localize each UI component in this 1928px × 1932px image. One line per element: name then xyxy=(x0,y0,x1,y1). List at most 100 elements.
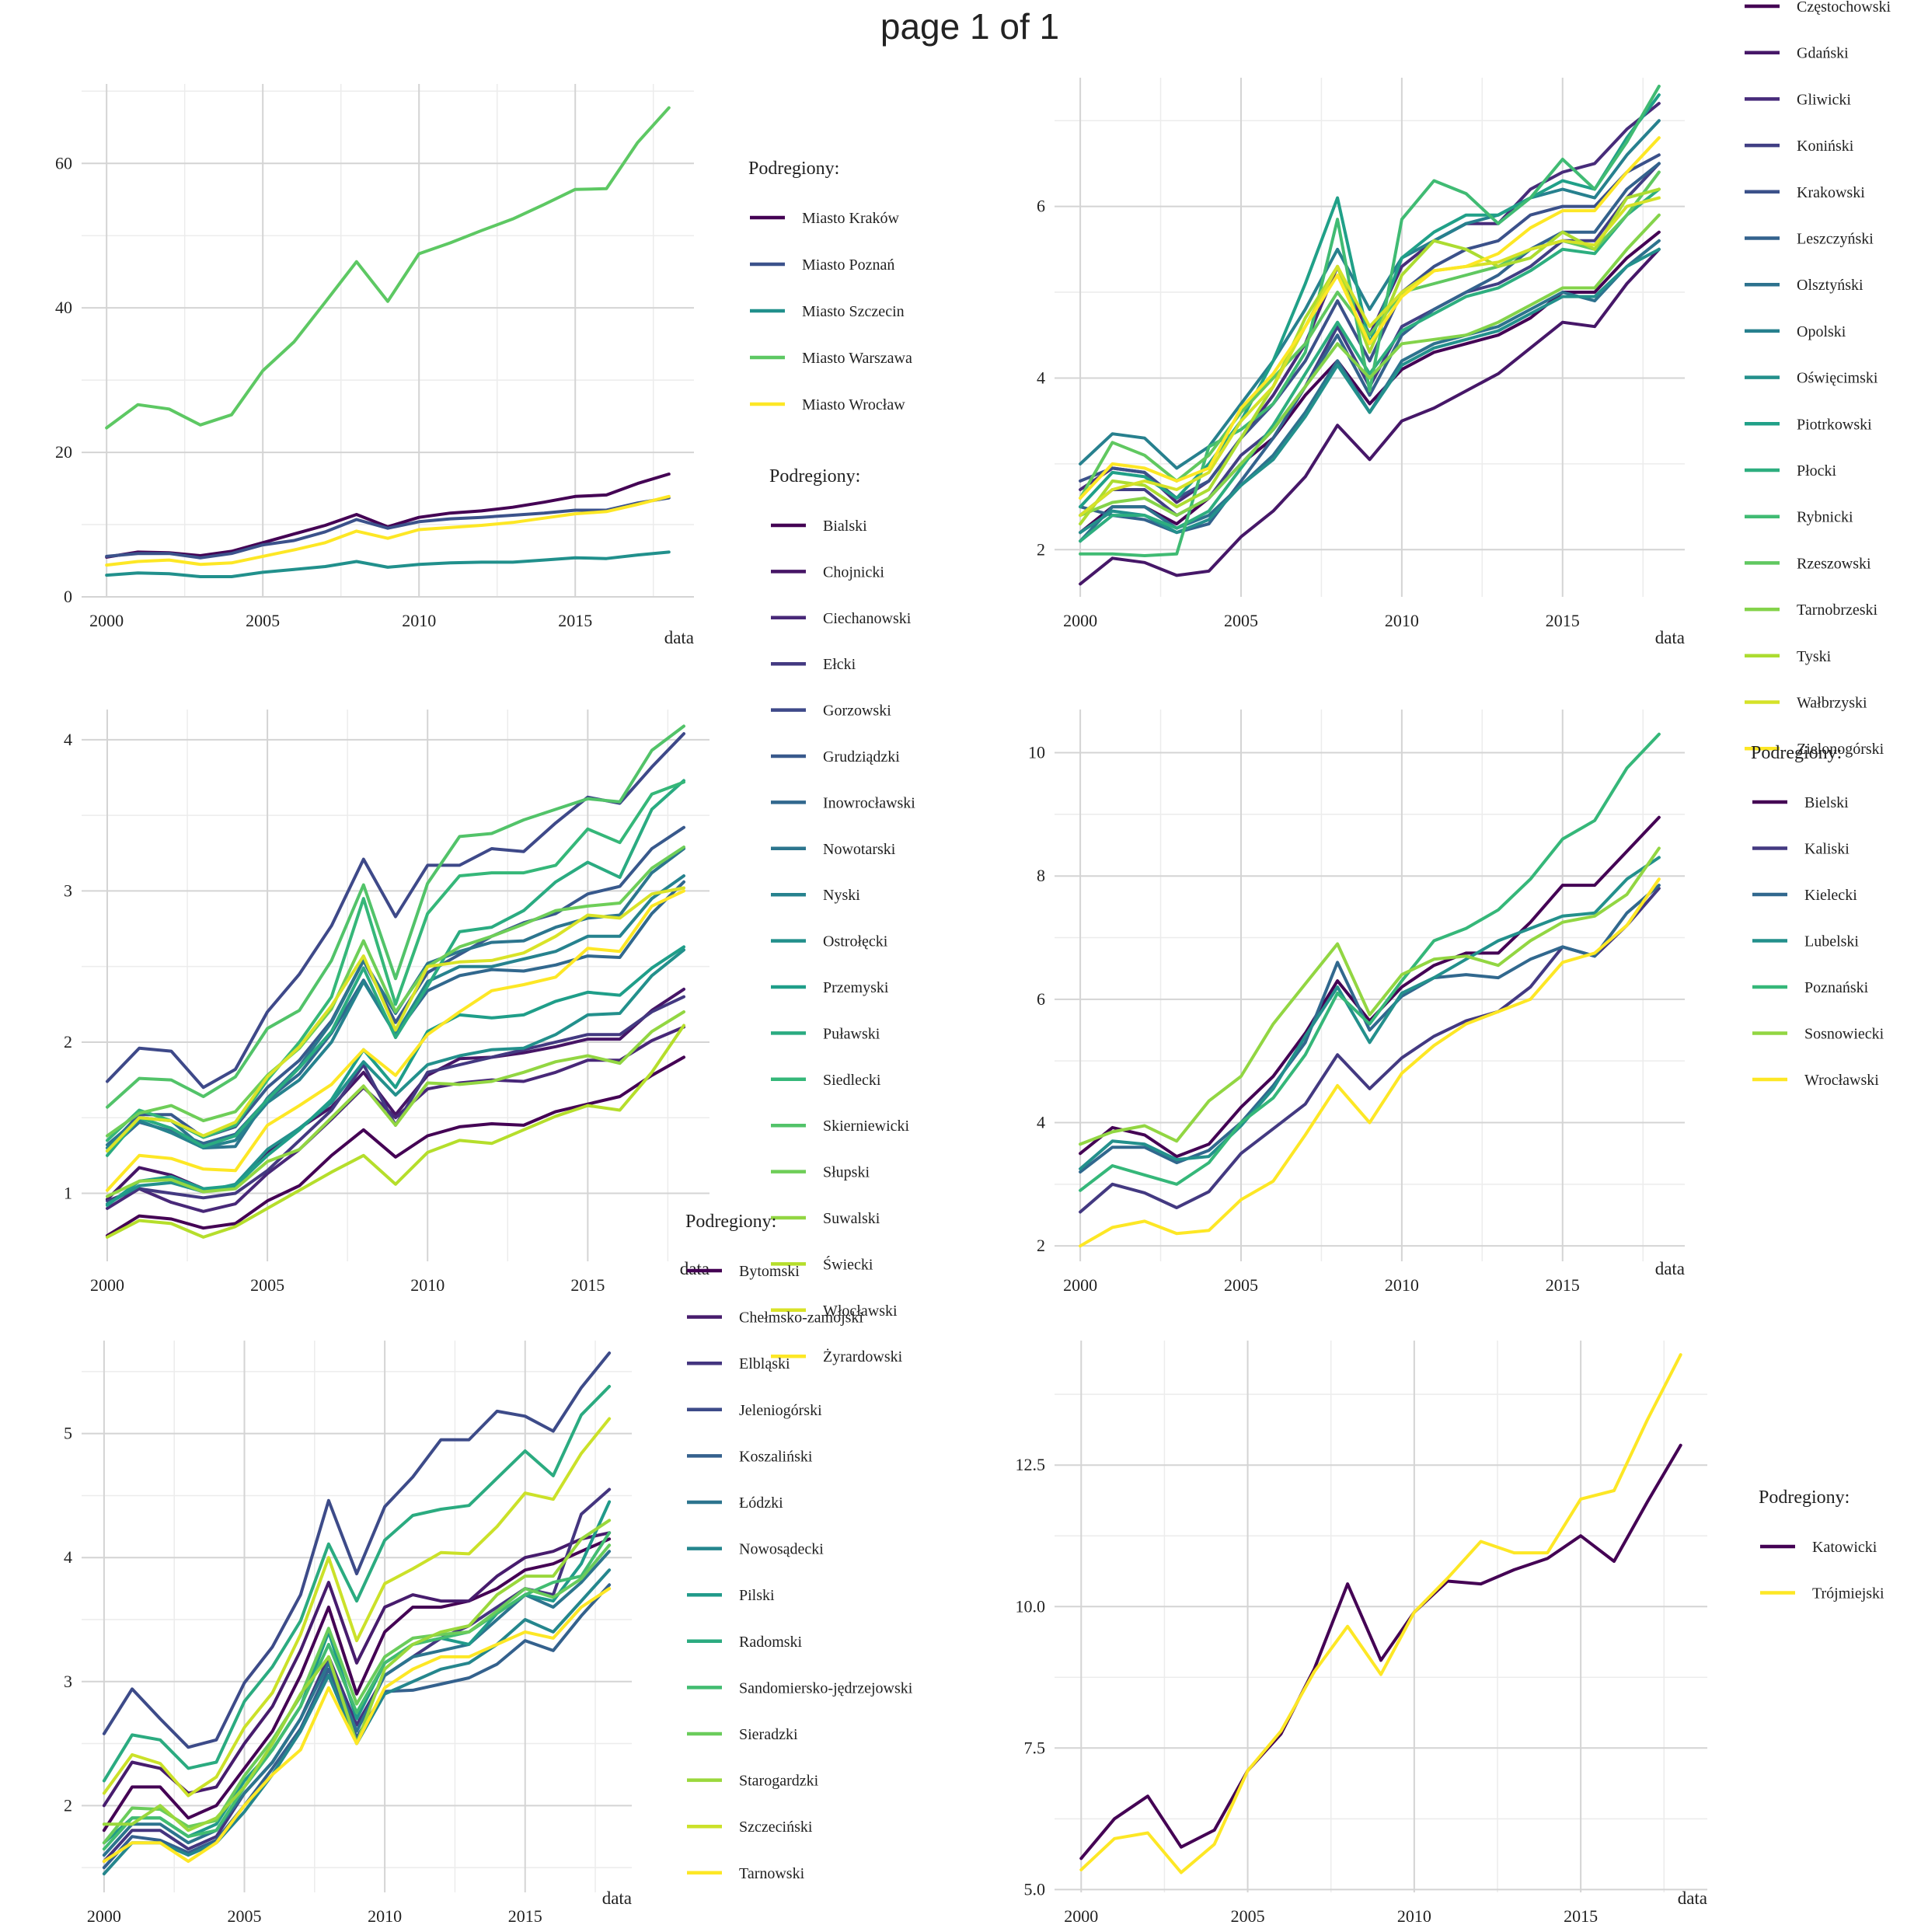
x-axis-label: data xyxy=(664,628,694,647)
y-tick-label: 6 xyxy=(1037,197,1045,216)
x-tick-label: 2005 xyxy=(228,1906,262,1926)
legend-label-lubelski: Lubelski xyxy=(1804,933,1859,950)
legend-label-oswiecimski: Oświęcimski xyxy=(1797,370,1878,387)
legend-label-siedlecki: Siedlecki xyxy=(823,1072,881,1089)
series-line-oswiecimski xyxy=(1079,247,1661,535)
page-title: page 1 of 1 xyxy=(880,6,1059,47)
legend-label-szczecinski: Szczeciński xyxy=(739,1819,813,1836)
x-tick-label: 2010 xyxy=(402,611,436,630)
legend-label-leszczynski: Leszczyński xyxy=(1797,231,1874,248)
series-line-rzeszowski xyxy=(1079,170,1661,500)
legend-label-radomski: Radomski xyxy=(739,1634,803,1651)
legend-label-bialski: Bialski xyxy=(823,518,867,535)
series-line-wloclawski xyxy=(106,886,685,1153)
series-line-wroclawski xyxy=(1079,877,1661,1248)
series-line-miasto-krakow xyxy=(105,473,671,559)
legend-label-nowotarski: Nowotarski xyxy=(823,841,896,858)
series-line-miasto-szczecin xyxy=(105,550,671,578)
legend-label-tyski: Tyski xyxy=(1797,648,1832,665)
y-tick-label: 2 xyxy=(64,1795,72,1815)
x-tick-label: 2015 xyxy=(1546,1275,1580,1295)
series-line-tarnowski xyxy=(102,1587,612,1864)
legend-label-tarnobrzeski: Tarnobrzeski xyxy=(1797,602,1878,619)
legend-label-gliwicki: Gliwicki xyxy=(1797,91,1851,108)
legend-panel-1: Podregiony: Miasto Kraków Miasto Poznań Mia… xyxy=(748,159,912,413)
legend-label-elblaski: Elbląski xyxy=(739,1355,790,1372)
x-tick-label: 2000 xyxy=(1064,1906,1098,1926)
y-tick-label: 2 xyxy=(64,1032,72,1051)
legend-panel-3: Podregiony: Bialski Chojnicki Ciechanowski E… xyxy=(769,466,915,1365)
legend-label-chelmsko-zamojski: Chełmsko-zamojski xyxy=(739,1310,863,1327)
legend-label-zyrardowski: Żyrardowski xyxy=(823,1348,903,1365)
x-tick-label: 2010 xyxy=(410,1275,445,1295)
series-line-tyski xyxy=(1079,187,1661,526)
legend-label-sosnowiecki: Sosnowiecki xyxy=(1804,1026,1884,1043)
legend-label-ciechanowski: Ciechanowski xyxy=(823,610,912,627)
chart-panel-1: 2000 2005 2010 2015 0 20 40 60 data xyxy=(55,84,694,647)
x-tick-label: 2000 xyxy=(90,1275,124,1295)
series-line-przemyski xyxy=(106,945,685,1207)
legend-label-koninski: Koniński xyxy=(1797,138,1854,155)
legend-title: Podregiony: xyxy=(685,1212,776,1232)
legend-label-elcki: Ełcki xyxy=(823,656,856,673)
y-tick-label: 60 xyxy=(55,153,72,173)
legend-title: Podregiony: xyxy=(769,466,860,486)
series-line-grudziadzki xyxy=(106,825,685,1150)
x-tick-label: 2010 xyxy=(1397,1906,1431,1926)
legend-label-zielonogorski: Zielonogórski xyxy=(1797,741,1884,758)
legend-label-grudziadzki: Grudziądzki xyxy=(823,748,900,765)
legend-label-miasto-szczecin: Miasto Szczecin xyxy=(802,303,905,320)
y-tick-label: 0 xyxy=(64,587,72,606)
chart-panel-4: 2000 2005 2010 2015 2 4 6 8 10 data xyxy=(1028,710,1685,1295)
y-tick-label: 4 xyxy=(1037,368,1045,387)
legend-label-wloclawski: Włocławski xyxy=(823,1303,898,1320)
series-line-ciechanowski xyxy=(106,1025,685,1213)
x-tick-label: 2005 xyxy=(1224,611,1258,630)
series-line-suwalski xyxy=(106,1010,685,1198)
chart-panel-6: 2000 2005 2010 2015 5.0 7.5 10.0 12.5 data xyxy=(1016,1341,1707,1926)
legend-panel-4: Podregiony: Bielski Kaliski Kielecki Lubelsk… xyxy=(1751,743,1884,1089)
series-line-miasto-poznan xyxy=(105,496,671,560)
series-line-sieradzki xyxy=(102,1543,612,1845)
series-line-szczecinski xyxy=(102,1417,612,1798)
x-tick-label: 2010 xyxy=(1385,611,1419,630)
series-line-bielski xyxy=(1079,815,1661,1159)
legend-label-kaliski: Kaliski xyxy=(1804,841,1850,858)
legend-label-gdanski: Gdański xyxy=(1797,45,1849,62)
y-tick-label: 12.5 xyxy=(1016,1455,1046,1474)
x-axis-label: data xyxy=(680,1259,709,1278)
series-line-kaliski xyxy=(1079,887,1661,1214)
legend-label-pilski: Pilski xyxy=(739,1587,775,1604)
legend-label-poznanski: Poznański xyxy=(1804,979,1869,996)
legend-label-ostrolecki: Ostrołęcki xyxy=(823,933,888,950)
series-line-sandomiersko-jedrzejowski xyxy=(102,1531,612,1851)
y-tick-label: 3 xyxy=(64,1672,72,1691)
x-tick-label: 2015 xyxy=(558,611,592,630)
x-tick-label: 2015 xyxy=(570,1275,605,1295)
x-tick-label: 2010 xyxy=(368,1906,402,1926)
legend-panel-2: Częstochowski Gdański Gliwicki Koniński Krak… xyxy=(1745,0,1891,758)
series-line-pilski xyxy=(102,1500,612,1845)
y-tick-label: 4 xyxy=(64,730,72,749)
legend-label-nyski: Nyski xyxy=(823,887,860,904)
legend-label-przemyski: Przemyski xyxy=(823,979,889,996)
x-tick-label: 2000 xyxy=(1063,611,1097,630)
series-line-walbrzyski xyxy=(1079,196,1661,518)
legend-label-olsztynski: Olsztyński xyxy=(1797,277,1864,294)
series-line-swiecki xyxy=(106,1024,685,1239)
series-line-gdanski xyxy=(1079,247,1661,586)
y-tick-label: 40 xyxy=(55,298,72,317)
legend-label-rzeszowski: Rzeszowski xyxy=(1797,555,1871,572)
series-line-radomski xyxy=(102,1385,612,1783)
y-tick-label: 20 xyxy=(55,442,72,462)
legend-label-lodzki: Łódzki xyxy=(739,1494,783,1512)
legend-label-rybnicki: Rybnicki xyxy=(1797,509,1853,526)
legend-label-wroclawski: Wrocławski xyxy=(1804,1072,1879,1089)
legend-label-sieradzki: Sieradzki xyxy=(739,1726,798,1743)
legend-label-chojnicki: Chojnicki xyxy=(823,563,884,581)
y-tick-label: 10.0 xyxy=(1016,1596,1046,1616)
legend-label-kielecki: Kielecki xyxy=(1804,887,1857,904)
legend-label-slupski: Słupski xyxy=(823,1164,870,1181)
